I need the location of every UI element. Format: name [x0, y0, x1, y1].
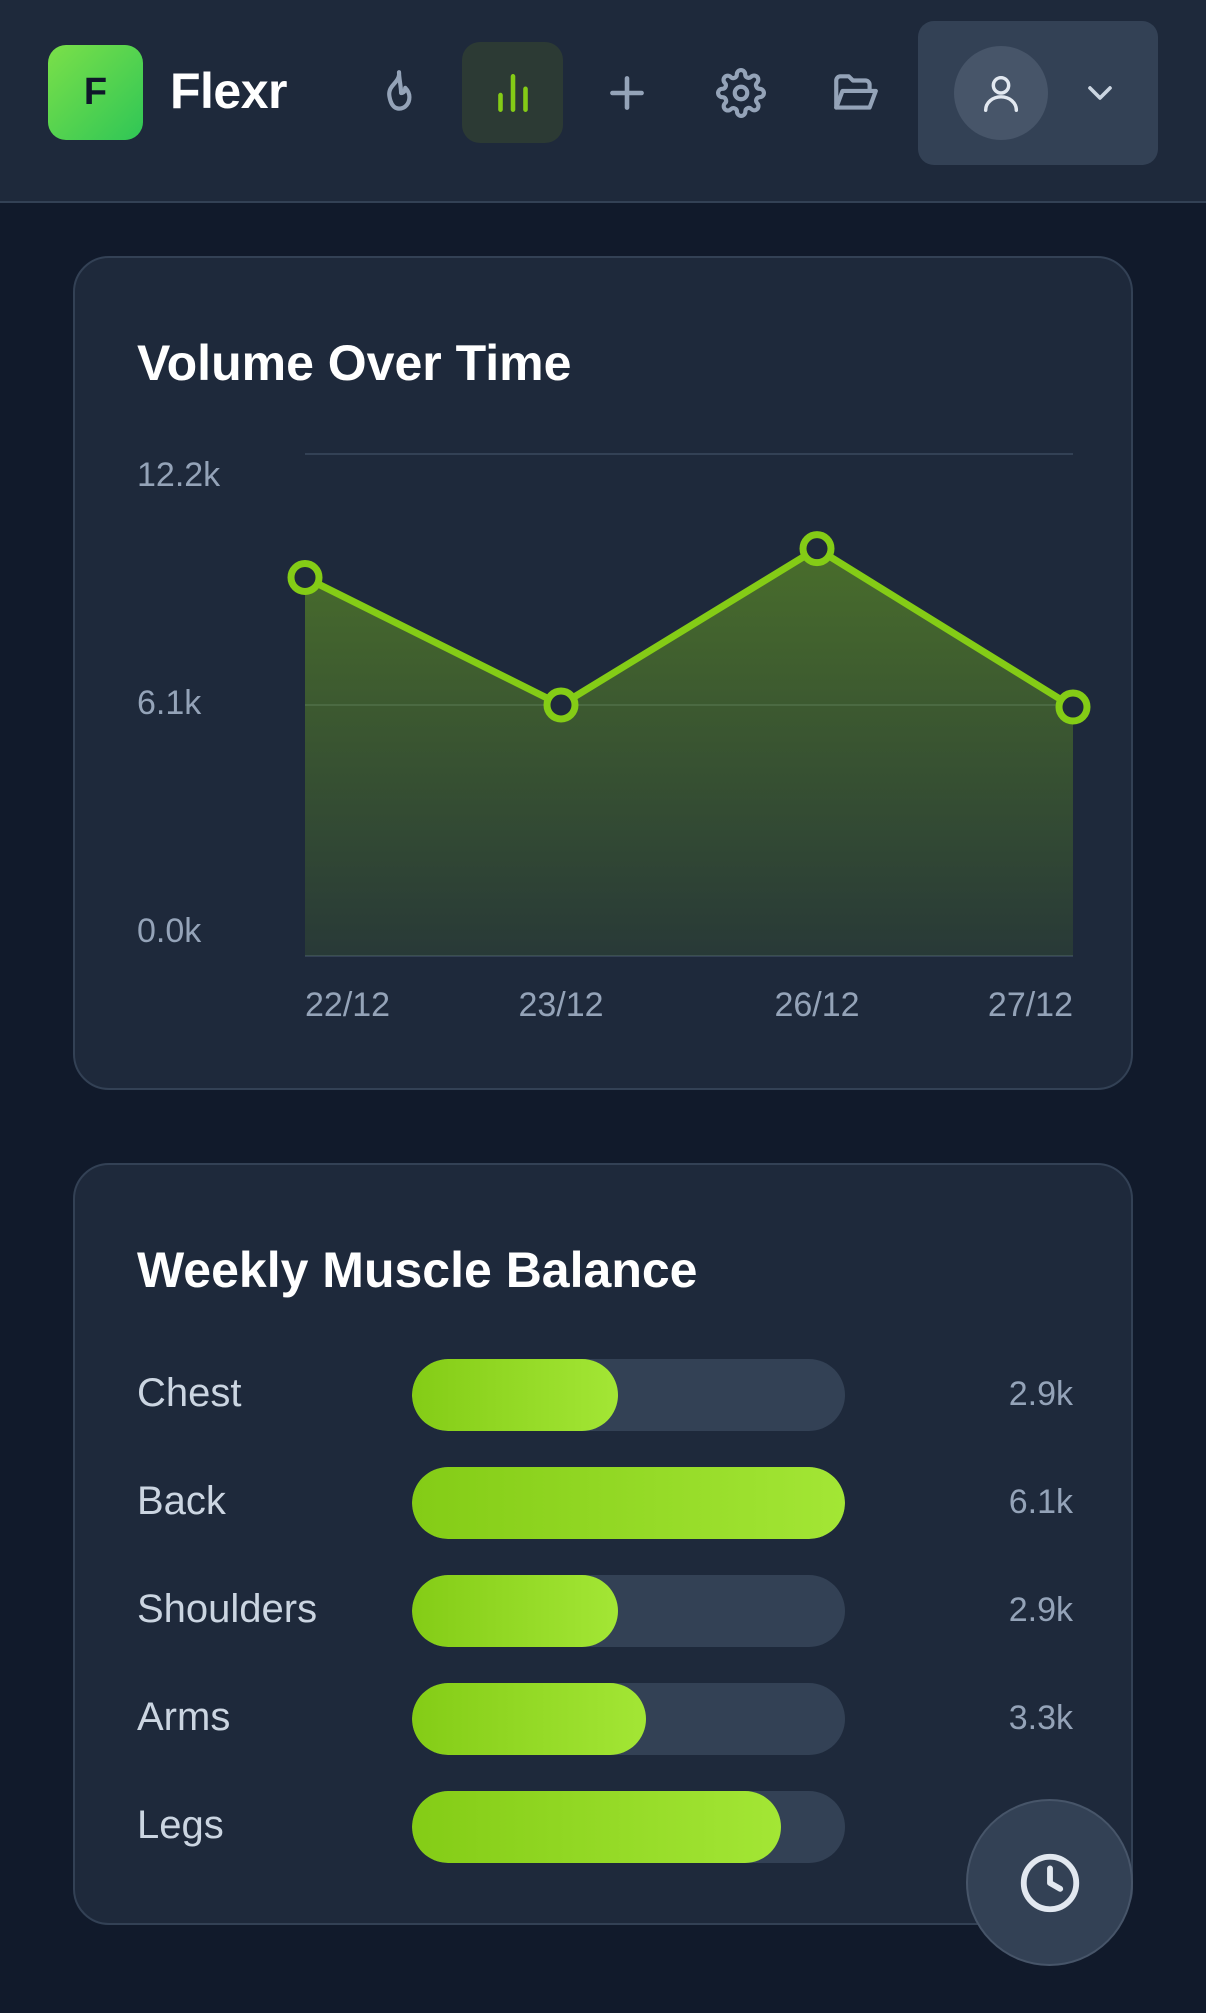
muscle-bar-fill: [412, 1359, 618, 1431]
app-name: Flexr: [170, 63, 288, 119]
volume-area: [305, 548, 1073, 956]
data-point: [1055, 689, 1091, 725]
app-logo[interactable]: F: [48, 45, 143, 140]
muscle-bar-track: [412, 1575, 845, 1647]
muscle-row-back: Back 6.1k: [75, 1467, 1135, 1539]
muscle-bar-track: [412, 1791, 845, 1863]
muscle-bar-track: [412, 1683, 845, 1755]
muscle-label: Legs: [137, 1803, 224, 1847]
muscle-value: 2.9k: [1008, 1591, 1073, 1629]
x-tick-label: 27/12: [988, 986, 1073, 1024]
muscle-row-arms: Arms 3.3k: [75, 1683, 1135, 1755]
history-button[interactable]: [966, 1799, 1133, 1966]
top-bar: F Flexr: [0, 0, 1206, 203]
avatar: [954, 46, 1048, 140]
muscle-bar-track: [412, 1467, 845, 1539]
muscle-bar-fill: [412, 1791, 782, 1863]
x-tick-label: 22/12: [305, 986, 390, 1024]
nav-add-button[interactable]: [576, 42, 677, 143]
nav-settings-button[interactable]: [690, 42, 791, 143]
muscle-row-shoulders: Shoulders 2.9k: [75, 1575, 1135, 1647]
muscle-bar-fill: [412, 1575, 618, 1647]
muscle-value: 2.9k: [1008, 1375, 1073, 1413]
muscle-bar-track: [412, 1359, 845, 1431]
muscle-label: Arms: [137, 1695, 231, 1739]
muscle-row-legs: Legs: [75, 1791, 1135, 1863]
muscle-label: Chest: [137, 1371, 242, 1415]
volume-card: Volume Over Time 12.2k 6.1k 0.0k 22/12 23/12…: [73, 256, 1133, 1090]
volume-card-title: Volume Over Time: [137, 335, 572, 391]
nav-streak-button[interactable]: [348, 42, 449, 143]
clock-icon: [1020, 1853, 1079, 1912]
data-point: [543, 687, 579, 723]
data-point: [287, 559, 323, 595]
bar-chart-icon: [497, 73, 528, 112]
user-icon: [983, 75, 1019, 112]
chevron-down-icon: [1088, 86, 1112, 100]
flame-icon: [386, 69, 411, 111]
muscle-label: Back: [137, 1479, 226, 1523]
volume-line: [301, 545, 1077, 711]
nav-files-button[interactable]: [804, 42, 905, 143]
plus-icon: [609, 75, 644, 110]
data-point: [799, 531, 835, 567]
x-tick-label: 23/12: [518, 986, 603, 1024]
y-tick-label: 6.1k: [137, 684, 202, 722]
profile-menu-button[interactable]: [918, 21, 1158, 165]
folder-open-icon: [833, 73, 878, 110]
muscle-card-title: Weekly Muscle Balance: [137, 1242, 698, 1298]
muscle-value: 3.3k: [1008, 1699, 1073, 1737]
muscle-balance-card: Weekly Muscle Balance Chest 2.9k Back 6.1k S…: [73, 1163, 1133, 1925]
gear-icon: [715, 67, 766, 118]
muscle-bar-fill: [412, 1683, 647, 1755]
y-tick-label: 12.2k: [137, 456, 221, 494]
volume-chart: 12.2k 6.1k 0.0k 22/12 23/12 26/12 27/12: [137, 453, 1091, 1024]
nav-stats-button[interactable]: [462, 42, 563, 143]
x-tick-label: 26/12: [774, 986, 859, 1024]
muscle-value: 6.1k: [1008, 1483, 1073, 1521]
muscle-bar-fill: [412, 1467, 845, 1539]
muscle-row-chest: Chest 2.9k: [75, 1359, 1135, 1431]
y-tick-label: 0.0k: [137, 912, 202, 950]
muscle-label: Shoulders: [137, 1587, 318, 1631]
